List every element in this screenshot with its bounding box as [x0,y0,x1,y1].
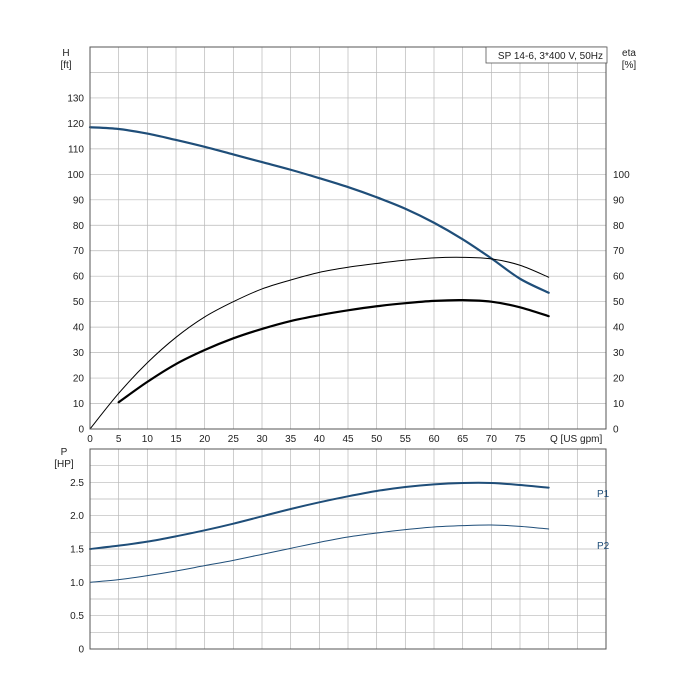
y-tick-label-h: 0 [78,425,84,436]
top-curves [88,126,550,430]
y-tick-label-p: 0 [78,645,84,656]
x-tick-label: 70 [486,434,498,445]
y2-tick-label-eta: 50 [613,297,625,308]
y2-tick-label-eta: 40 [613,323,625,334]
p2-curve-line [89,524,550,583]
y2-axis-label-eta: eta [622,48,636,59]
bottom-tick-labels: 0 0.5 1.0 1.5 2.0 2.5 [70,478,84,656]
y-tick-label-h: 70 [73,246,85,257]
y2-tick-label-eta: 90 [613,195,625,206]
y2-tick-label-eta: 80 [613,221,625,232]
chart-title: SP 14-6, 3*400 V, 50Hz [498,51,603,62]
y-tick-label-h: 60 [73,272,85,283]
y-axis-label-h: H [62,48,69,59]
y-tick-label-h: 120 [67,119,84,130]
p1-curve-line [89,481,550,550]
x-tick-label: 0 [87,434,93,445]
y-tick-label-h: 90 [73,195,85,206]
y-axis-unit-p: [HP] [54,459,74,470]
y2-tick-label-eta: 60 [613,272,625,283]
title-box [485,46,608,64]
y-tick-label-h: 40 [73,323,85,334]
x-tick-label: 20 [199,434,211,445]
y-tick-label-h: 50 [73,297,85,308]
x-tick-label: 25 [228,434,240,445]
y-tick-label-p: 1.0 [70,578,84,589]
x-tick-label: 75 [514,434,526,445]
top-tick-labels: 0 5 10 15 20 25 30 35 40 45 50 55 60 65 70 75 0 10 20 30 40 5… [67,93,630,445]
series-label-p2: P2 [597,541,610,552]
y-tick-label-h: 10 [73,399,85,410]
x-tick-label: 50 [371,434,383,445]
x-tick-label: 60 [428,434,440,445]
y-tick-label-h: 110 [68,144,84,155]
x-tick-label: 65 [457,434,469,445]
y2-tick-label-eta: 100 [613,170,630,181]
series-label-p1: P1 [597,489,610,500]
eta-pump-curve-line [117,299,550,404]
y2-axis-unit-eta: [%] [622,60,637,71]
y-tick-label-h: 20 [73,374,85,385]
y2-tick-label-eta: 0 [613,425,619,436]
y-tick-label-h: 80 [73,221,85,232]
bottom-curves [89,481,550,583]
y-tick-label-p: 0.5 [70,611,84,622]
y-tick-label-p: 2.5 [70,478,84,489]
x-axis-label: Q [US gpm] [550,434,602,445]
y-axis-unit-h: [ft] [60,60,71,71]
top-plot-frame [89,46,607,430]
y2-tick-label-eta: 20 [613,374,625,385]
x-tick-label: 55 [400,434,412,445]
y2-tick-label-eta: 70 [613,246,625,257]
eta-total-curve-line [89,256,550,430]
x-tick-label: 35 [285,434,297,445]
y-axis-label-p: P [61,447,68,458]
x-tick-label: 40 [314,434,326,445]
y-tick-label-h: 30 [73,348,85,359]
y-tick-label-h: 130 [67,93,84,104]
y-tick-label-p: 1.5 [70,545,84,556]
y-tick-label-h: 100 [67,170,84,181]
y2-tick-label-eta: 30 [613,348,625,359]
y2-tick-label-eta: 10 [613,399,625,410]
x-tick-label: 15 [170,434,182,445]
y-tick-label-p: 2.0 [70,511,84,522]
x-tick-label: 45 [342,434,354,445]
bottom-plot-frame [89,448,607,650]
x-tick-label: 5 [116,434,122,445]
x-tick-label: 30 [256,434,268,445]
x-tick-label: 10 [142,434,154,445]
head-curve-line [88,126,550,294]
